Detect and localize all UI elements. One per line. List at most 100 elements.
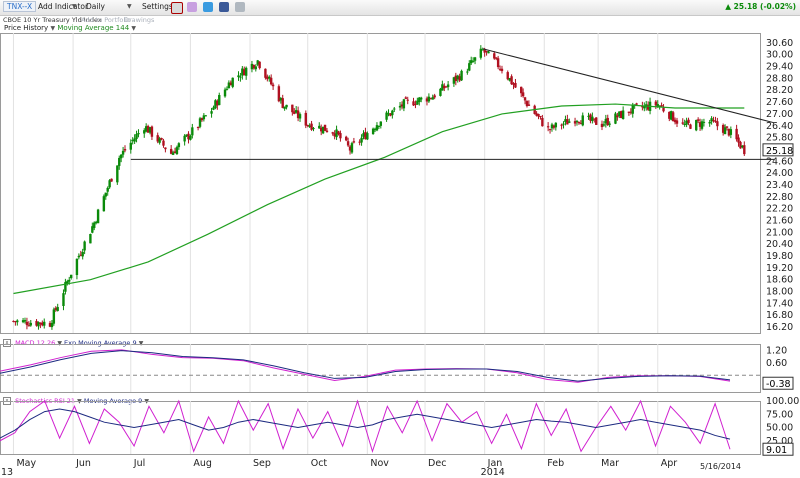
y-tick-label: 18.60 [766,275,793,286]
candle-body [495,57,498,59]
candle-body [335,129,338,138]
candle-body [552,125,556,128]
candle-body [291,104,294,113]
legend-price-history[interactable]: Price History [4,24,49,32]
candle-body [458,76,461,81]
chevron-down-icon[interactable]: ▼ [57,340,62,347]
candle-body [148,127,152,133]
chevron-down-icon[interactable]: ▼ [138,340,144,347]
chevron-down-icon[interactable]: ▼ [50,25,56,32]
candle-body [244,67,248,76]
candle-body [258,61,261,69]
candle-body [360,137,363,143]
candle-body [191,127,194,136]
candle-body [631,104,634,114]
x-tick-label: Apr [661,458,678,469]
legend-moving-average[interactable]: Moving Average 144 [57,24,130,32]
candle-body [600,123,604,128]
legend-macd[interactable]: MACD 12 26 [15,339,56,347]
candle-body [700,121,704,129]
candle-body [375,125,379,131]
candle-body [35,320,38,326]
main-panel-legend: Price History ▼ Moving Average 144 ▼ [4,24,136,32]
candle-body [131,139,134,141]
x-tick-label: Dec [428,458,446,469]
candle-body [525,101,529,107]
twitter-icon[interactable] [203,2,213,12]
y-tick-label: 28.20 [766,85,793,96]
candle-body [485,50,488,53]
chevron-down-icon[interactable]: ▼ [72,3,77,10]
candle-body [371,128,375,135]
add-indicator-button[interactable]: Add Indicator [38,2,89,11]
candle-body [94,221,98,224]
candle-body [216,100,219,106]
candle-body [431,97,434,100]
y-tick-label: 21.00 [766,227,793,238]
candle-body [635,103,638,105]
candle-body [391,110,394,116]
candle-body [352,141,356,143]
candle-body [725,126,729,128]
candle-body [670,111,673,120]
candle-body [466,71,469,73]
candle-body [620,111,623,118]
candle-body [48,322,52,327]
candle-body [689,124,692,129]
candle-body [446,84,450,88]
facebook-icon[interactable] [219,2,229,12]
candle-body [264,68,267,78]
period-select[interactable]: Daily [86,2,105,11]
candle-body [81,251,84,257]
settings-gear-icon[interactable] [235,2,245,12]
close-icon[interactable]: x [3,339,11,347]
candle-body [189,135,192,140]
candle-body [202,115,206,120]
y-tick-label: 24.00 [766,168,793,179]
last-value-label: 9.01 [766,445,787,456]
candle-body [512,83,515,85]
candle-body [56,307,59,311]
y-tick-label: 30.60 [766,38,793,49]
candle-body [187,133,190,140]
candle-body [604,118,608,124]
candle-body [268,76,271,79]
x-tick-label: May [16,458,36,469]
candle-body [333,133,336,137]
candle-body [50,322,54,328]
candle-body [23,320,27,322]
candle-body [668,111,671,119]
candle-body [339,133,342,139]
candle-body [285,104,288,108]
y-tick-label: 17.40 [766,298,793,309]
candle-body [695,120,698,131]
symbol-input[interactable]: TNX--X [3,1,37,12]
y-tick-label: 23.40 [766,180,793,191]
candle-body [296,110,300,119]
add-to-portfolio-link[interactable]: Add to Portfolio [81,16,131,24]
candle-body [508,78,511,81]
candle-body [412,101,415,106]
y-tick-label: 16.20 [766,322,793,333]
y-tick-label: 27.60 [766,97,793,108]
candle-body [135,133,138,139]
candle-body [68,279,71,282]
legend-macd-signal[interactable]: Exp Moving Average 9 [64,339,137,347]
candle-body [77,255,81,258]
share-icon[interactable] [187,2,197,12]
candle-body [210,111,213,114]
candle-body [218,95,221,106]
print-icon[interactable] [171,2,183,14]
macd-panel [0,344,761,393]
candle-body [702,121,706,123]
candle-body [581,115,584,126]
candle-body [564,119,567,123]
settings-button[interactable]: Settings [142,2,173,11]
candle-body [346,141,350,146]
chevron-down-icon[interactable]: ▼ [127,3,132,10]
chevron-down-icon[interactable]: ▼ [131,25,137,32]
candle-body [456,75,459,80]
candle-body [294,110,298,113]
drawings-link[interactable]: Drawings [124,16,155,24]
